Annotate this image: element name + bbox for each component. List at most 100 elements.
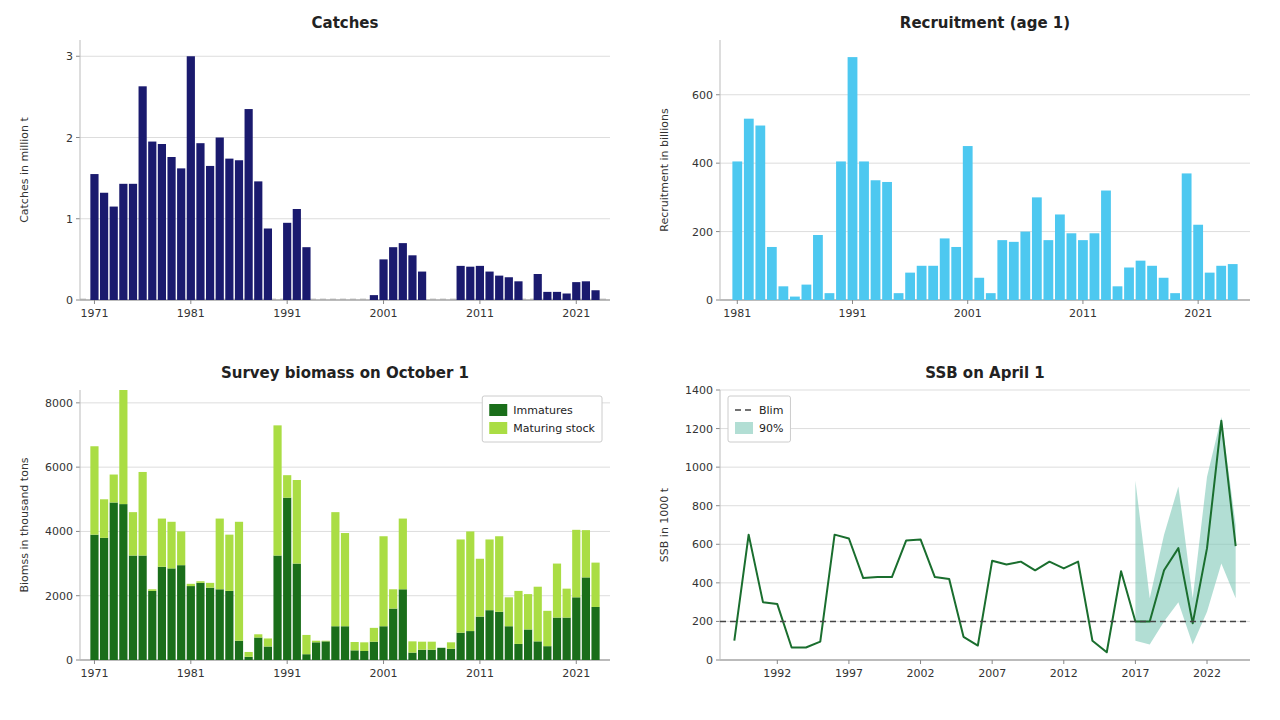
x-tick <box>287 660 288 664</box>
bar <box>177 168 185 300</box>
bar <box>167 522 175 569</box>
bar <box>293 564 301 660</box>
y-tick-label: 600 <box>692 538 713 551</box>
x-tick <box>479 660 480 664</box>
bar <box>225 591 233 660</box>
bar <box>264 229 272 301</box>
bar <box>755 126 765 300</box>
bar <box>514 644 522 660</box>
confidence-band <box>1135 417 1235 645</box>
y-tick <box>716 94 720 95</box>
bar <box>148 589 156 591</box>
y-tick <box>76 595 80 596</box>
y-tick <box>716 300 720 301</box>
y-tick-label: 0 <box>66 294 73 307</box>
bar <box>466 631 474 660</box>
bar <box>119 504 127 660</box>
bar <box>1090 233 1100 300</box>
bar <box>273 556 281 660</box>
bar <box>370 295 378 300</box>
bar <box>196 143 204 300</box>
bar <box>196 583 204 660</box>
x-tick-label: 2021 <box>562 667 590 680</box>
y-axis-line <box>720 40 721 300</box>
bar <box>1159 278 1169 300</box>
bar <box>485 539 493 610</box>
grid-line <box>720 660 1250 661</box>
bar <box>177 531 185 565</box>
bar <box>1182 173 1192 300</box>
bar <box>582 281 590 300</box>
axes: 020040060019811991200120112021 <box>692 40 1250 320</box>
x-tick-label: 2001 <box>954 307 982 320</box>
bar <box>129 556 137 660</box>
bar <box>389 589 397 608</box>
bar <box>553 618 561 660</box>
bar <box>1067 233 1077 300</box>
bar <box>572 282 580 300</box>
bar <box>1043 240 1053 300</box>
grid-line <box>720 467 1250 468</box>
bar <box>553 564 561 618</box>
y-tick-label: 400 <box>692 157 713 170</box>
x-tick <box>848 660 849 664</box>
bar <box>351 650 359 660</box>
bar <box>437 648 445 660</box>
bar <box>360 642 368 651</box>
bar <box>495 276 503 300</box>
x-tick <box>777 660 778 664</box>
bar <box>997 240 1007 300</box>
grid-line <box>720 428 1250 429</box>
x-tick <box>1063 660 1064 664</box>
bar <box>351 642 359 650</box>
bar <box>216 589 224 660</box>
x-tick-label: 1981 <box>177 307 205 320</box>
bar <box>428 642 436 650</box>
bar <box>129 512 137 555</box>
bar <box>1055 214 1065 300</box>
x-tick-label: 2001 <box>370 667 398 680</box>
x-tick-label: 2011 <box>1069 307 1097 320</box>
y-tick-label: 3 <box>66 50 73 63</box>
x-tick-label: 1991 <box>273 667 301 680</box>
x-tick-label: 2011 <box>466 307 494 320</box>
y-tick-label: 0 <box>706 294 713 307</box>
x-tick <box>992 660 993 664</box>
x-tick-label: 2017 <box>1121 667 1149 680</box>
bar <box>778 286 788 300</box>
x-tick <box>967 300 968 304</box>
x-tick-label: 2012 <box>1050 667 1078 680</box>
x-tick <box>94 660 95 664</box>
bar <box>408 653 416 660</box>
legend-label: Immatures <box>513 404 573 417</box>
y-tick-label: 600 <box>692 89 713 102</box>
grid-line <box>720 621 1250 622</box>
bar <box>389 609 397 660</box>
bar <box>273 425 281 555</box>
bar <box>283 498 291 660</box>
bar <box>591 290 599 300</box>
bar <box>158 144 166 300</box>
bar <box>1124 268 1134 301</box>
bar <box>524 629 532 660</box>
y-tick <box>76 531 80 532</box>
bar <box>447 649 455 660</box>
bar <box>264 638 272 646</box>
legend-label: 90% <box>759 422 783 435</box>
x-tick <box>576 660 577 664</box>
bar <box>572 597 580 660</box>
bar <box>283 475 291 498</box>
y-tick <box>716 390 720 391</box>
bar <box>187 56 195 300</box>
bar <box>370 628 378 642</box>
bar <box>399 519 407 590</box>
x-tick-label: 2021 <box>562 307 590 320</box>
x-tick <box>287 300 288 304</box>
y-tick <box>716 505 720 506</box>
y-tick-label: 8000 <box>45 397 73 410</box>
grid-line <box>720 163 1250 164</box>
legend: Blim90% <box>728 396 790 442</box>
bar <box>90 174 98 300</box>
x-axis-line <box>720 660 1250 661</box>
bar <box>563 294 571 301</box>
